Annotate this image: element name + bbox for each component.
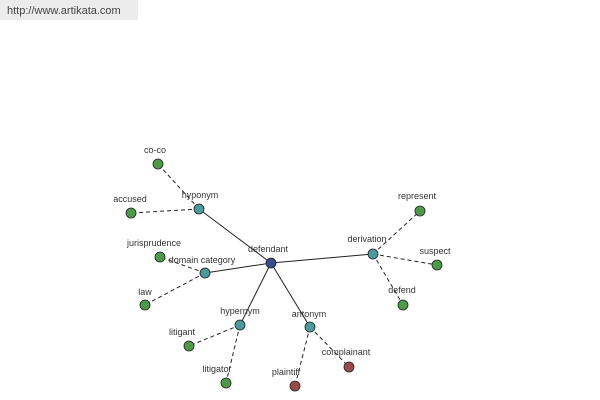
edge: [294, 326, 311, 387]
node: [199, 267, 211, 279]
node-label: law: [138, 287, 152, 297]
edge: [159, 256, 206, 274]
node-label: co-co: [144, 145, 166, 155]
edge: [270, 262, 311, 328]
node-label: antonym: [292, 309, 327, 319]
edge: [157, 163, 200, 210]
edge: [270, 253, 374, 264]
node: [414, 205, 426, 217]
node-label: plaintiff: [272, 367, 301, 377]
node-label: domain category: [169, 255, 236, 265]
node: [343, 361, 355, 373]
node-label: litigator: [202, 364, 231, 374]
edge: [198, 208, 272, 264]
edge: [372, 253, 404, 306]
node: [367, 248, 379, 260]
node: [234, 319, 246, 331]
node-label: complainant: [322, 347, 371, 357]
node-label: derivation: [347, 234, 386, 244]
node: [265, 257, 277, 269]
node: [397, 299, 409, 311]
node: [220, 377, 232, 389]
node-label: defend: [388, 285, 416, 295]
edge: [239, 262, 272, 326]
node-label: jurisprudence: [126, 238, 181, 248]
edge: [372, 210, 421, 255]
node: [152, 158, 164, 170]
node-label: defendant: [248, 244, 289, 254]
node: [304, 321, 316, 333]
node-label: hypernym: [220, 306, 260, 316]
node: [289, 380, 301, 392]
node: [154, 251, 166, 263]
edge: [130, 208, 200, 214]
node: [125, 207, 137, 219]
node-label: hyponym: [182, 190, 219, 200]
edge: [188, 324, 241, 347]
site-url[interactable]: http://www.artikata.com: [0, 0, 138, 20]
node-label: represent: [398, 191, 437, 201]
edge: [309, 326, 350, 368]
node-label: accused: [113, 194, 147, 204]
node-label: litigant: [169, 327, 196, 337]
node: [183, 340, 195, 352]
edge: [204, 262, 272, 274]
edge: [372, 253, 438, 266]
node-label: suspect: [419, 246, 451, 256]
node: [431, 259, 443, 271]
node: [139, 299, 151, 311]
edge: [225, 324, 241, 384]
edge: [144, 272, 206, 306]
node: [193, 203, 205, 215]
